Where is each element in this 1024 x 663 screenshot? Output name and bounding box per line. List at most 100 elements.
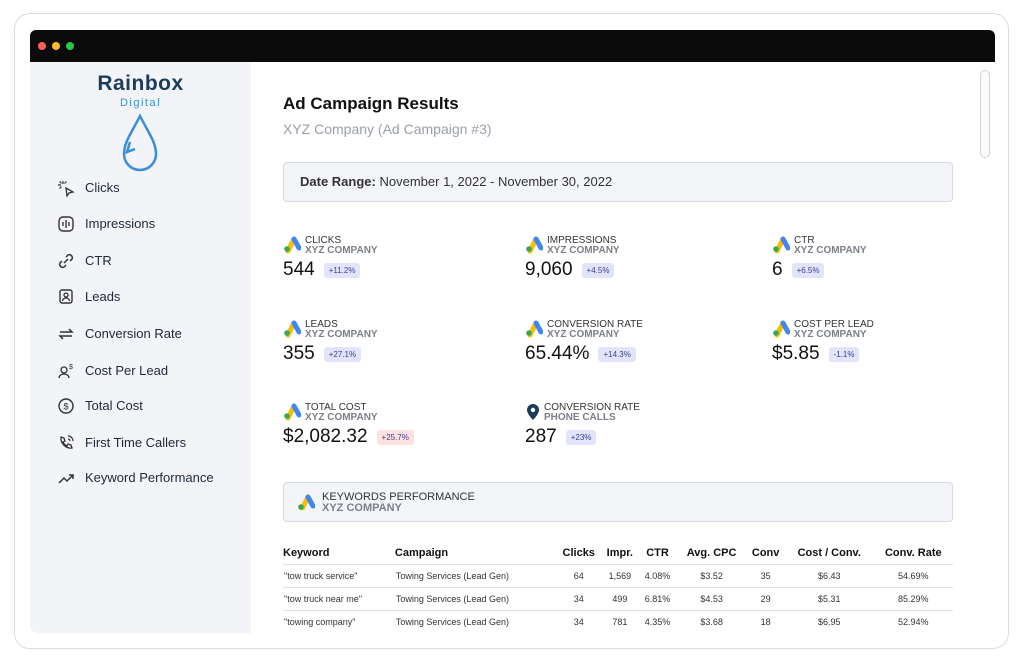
metric-card: CONVERSION RATE PHONE CALLS 287 +23% xyxy=(525,401,745,451)
brand-logo xyxy=(122,113,158,172)
nav-item[interactable]: Conversion Rate xyxy=(85,326,182,341)
table-cell: $3.68 xyxy=(676,610,747,633)
page-title: Ad Campaign Results xyxy=(283,94,459,113)
column-header: Impr. xyxy=(606,547,633,559)
nav-item[interactable]: Clicks xyxy=(85,180,120,195)
nav-item[interactable]: First Time Callers xyxy=(85,435,187,450)
table-cell: 35 xyxy=(746,564,785,588)
metric-source: XYZ COMPANY xyxy=(794,245,867,256)
brand-name: Rainbox xyxy=(97,72,184,95)
metric-row: $2,082.32 +25.7% xyxy=(283,426,414,448)
table-cell: Towing Services (Lead Gen) xyxy=(394,564,557,588)
metric-source: XYZ COMPANY xyxy=(305,245,378,256)
nav-item[interactable]: Keyword Performance xyxy=(85,470,214,485)
metric-value: $2,082.32 xyxy=(283,426,368,447)
metric-change: +11.2% xyxy=(323,262,361,278)
table-cell: 34 xyxy=(556,587,602,611)
metric-label: CTR xyxy=(794,235,815,246)
sidebar xyxy=(30,62,251,633)
metric-source: PHONE CALLS xyxy=(544,412,616,423)
nav-icon xyxy=(58,328,74,340)
google-ads-icon xyxy=(773,320,790,338)
table-cell: Towing Services (Lead Gen) xyxy=(394,587,557,611)
metric-label: LEADS xyxy=(305,319,338,330)
metric-value: 544 xyxy=(283,259,315,280)
metric-value: 9,060 xyxy=(525,259,573,280)
nav-icon xyxy=(58,253,74,269)
metric-change: -1.1% xyxy=(828,346,860,362)
keywords-title: KEYWORDS PERFORMANCE xyxy=(322,491,475,503)
scrollbar[interactable] xyxy=(980,70,990,158)
metric-label: CONVERSION RATE xyxy=(544,402,640,413)
metric-row: 9,060 +4.5% xyxy=(525,259,615,281)
metric-label: COST PER LEAD xyxy=(794,319,874,330)
table-cell: "towing company" xyxy=(283,610,395,633)
map-pin-icon xyxy=(527,404,539,420)
google-ads-icon xyxy=(284,320,301,338)
nav-item[interactable]: Cost Per Lead xyxy=(85,363,169,378)
google-ads-icon xyxy=(298,494,315,510)
nav-icon xyxy=(58,181,75,197)
table-cell: Towing Services (Lead Gen) xyxy=(394,610,557,633)
metric-change: +25.7% xyxy=(376,429,414,445)
column-header: Conv xyxy=(751,547,780,559)
column-header: Clicks xyxy=(562,547,595,559)
table-cell: $4.53 xyxy=(676,587,747,611)
google-ads-icon xyxy=(284,403,301,421)
column-header: Avg. CPC xyxy=(686,547,737,559)
nav-icon xyxy=(60,435,74,449)
column-header: Cost / Conv. xyxy=(797,547,861,559)
metric-label: CLICKS xyxy=(305,235,342,246)
maximize-button[interactable] xyxy=(66,42,74,50)
nav-icon xyxy=(58,474,74,484)
table-cell: $5.31 xyxy=(784,587,874,611)
table-cell: $3.52 xyxy=(676,564,747,588)
table-cell: 18 xyxy=(746,610,785,633)
table-cell: 499 xyxy=(601,587,639,611)
table-cell: "tow truck service" xyxy=(283,564,395,588)
metric-source: XYZ COMPANY xyxy=(794,329,867,340)
nav-item[interactable]: Impressions xyxy=(85,216,156,231)
table-cell: 34 xyxy=(556,610,602,633)
close-button[interactable] xyxy=(38,42,46,50)
google-ads-icon xyxy=(284,236,301,254)
nav-item[interactable]: Leads xyxy=(85,289,121,304)
table-row: "tow truck near me" Towing Services (Lead… xyxy=(283,587,953,611)
column-header: Keyword xyxy=(283,547,330,559)
table-cell: 781 xyxy=(601,610,639,633)
metric-label: IMPRESSIONS xyxy=(547,235,617,246)
table-cell: $6.43 xyxy=(784,564,874,588)
table-cell: 1,569 xyxy=(601,564,639,588)
table-cell: 85.29% xyxy=(873,587,953,611)
table-cell: 4.08% xyxy=(638,564,677,588)
date-value: November 1, 2022 - November 30, 2022 xyxy=(379,174,613,189)
metric-row: 355 +27.1% xyxy=(283,343,362,365)
metric-label: TOTAL COST xyxy=(305,402,367,413)
nav-item[interactable]: CTR xyxy=(85,253,112,268)
metric-row: 65.44% +14.3% xyxy=(525,343,636,365)
nav-item[interactable]: Total Cost xyxy=(85,398,143,413)
google-ads-icon xyxy=(526,320,543,338)
table-cell: 6.81% xyxy=(638,587,677,611)
brand-subtitle: Digital xyxy=(119,97,162,109)
metric-card: IMPRESSIONS XYZ COMPANY 9,060 +4.5% xyxy=(525,234,745,284)
metric-value: 6 xyxy=(772,259,783,280)
nav-icon: $ xyxy=(58,398,74,414)
table-cell: $6.95 xyxy=(784,610,874,633)
table-cell: 4.35% xyxy=(638,610,677,633)
metric-change: +23% xyxy=(565,429,597,445)
keywords-table: Keyword Campaign Clicks Impr. CTR Avg. CPC Con… xyxy=(283,543,953,633)
metric-label: CONVERSION RATE xyxy=(547,319,643,330)
metric-card: CTR XYZ COMPANY 6 +6.5% xyxy=(772,234,992,284)
keywords-source: XYZ COMPANY xyxy=(322,502,402,514)
minimize-button[interactable] xyxy=(52,42,60,50)
metric-card: TOTAL COST XYZ COMPANY $2,082.32 +25.7% xyxy=(283,401,503,451)
date-label: Date Range: xyxy=(300,174,376,189)
table-header: Keyword Campaign Clicks Impr. CTR Avg. CPC Con… xyxy=(283,543,953,565)
table-row: "towing company" Towing Services (Lead Ge… xyxy=(283,610,953,633)
metric-change: +6.5% xyxy=(791,262,825,278)
metric-change: +4.5% xyxy=(581,262,615,278)
table-cell: 64 xyxy=(556,564,602,588)
svg-text:$: $ xyxy=(69,364,73,371)
